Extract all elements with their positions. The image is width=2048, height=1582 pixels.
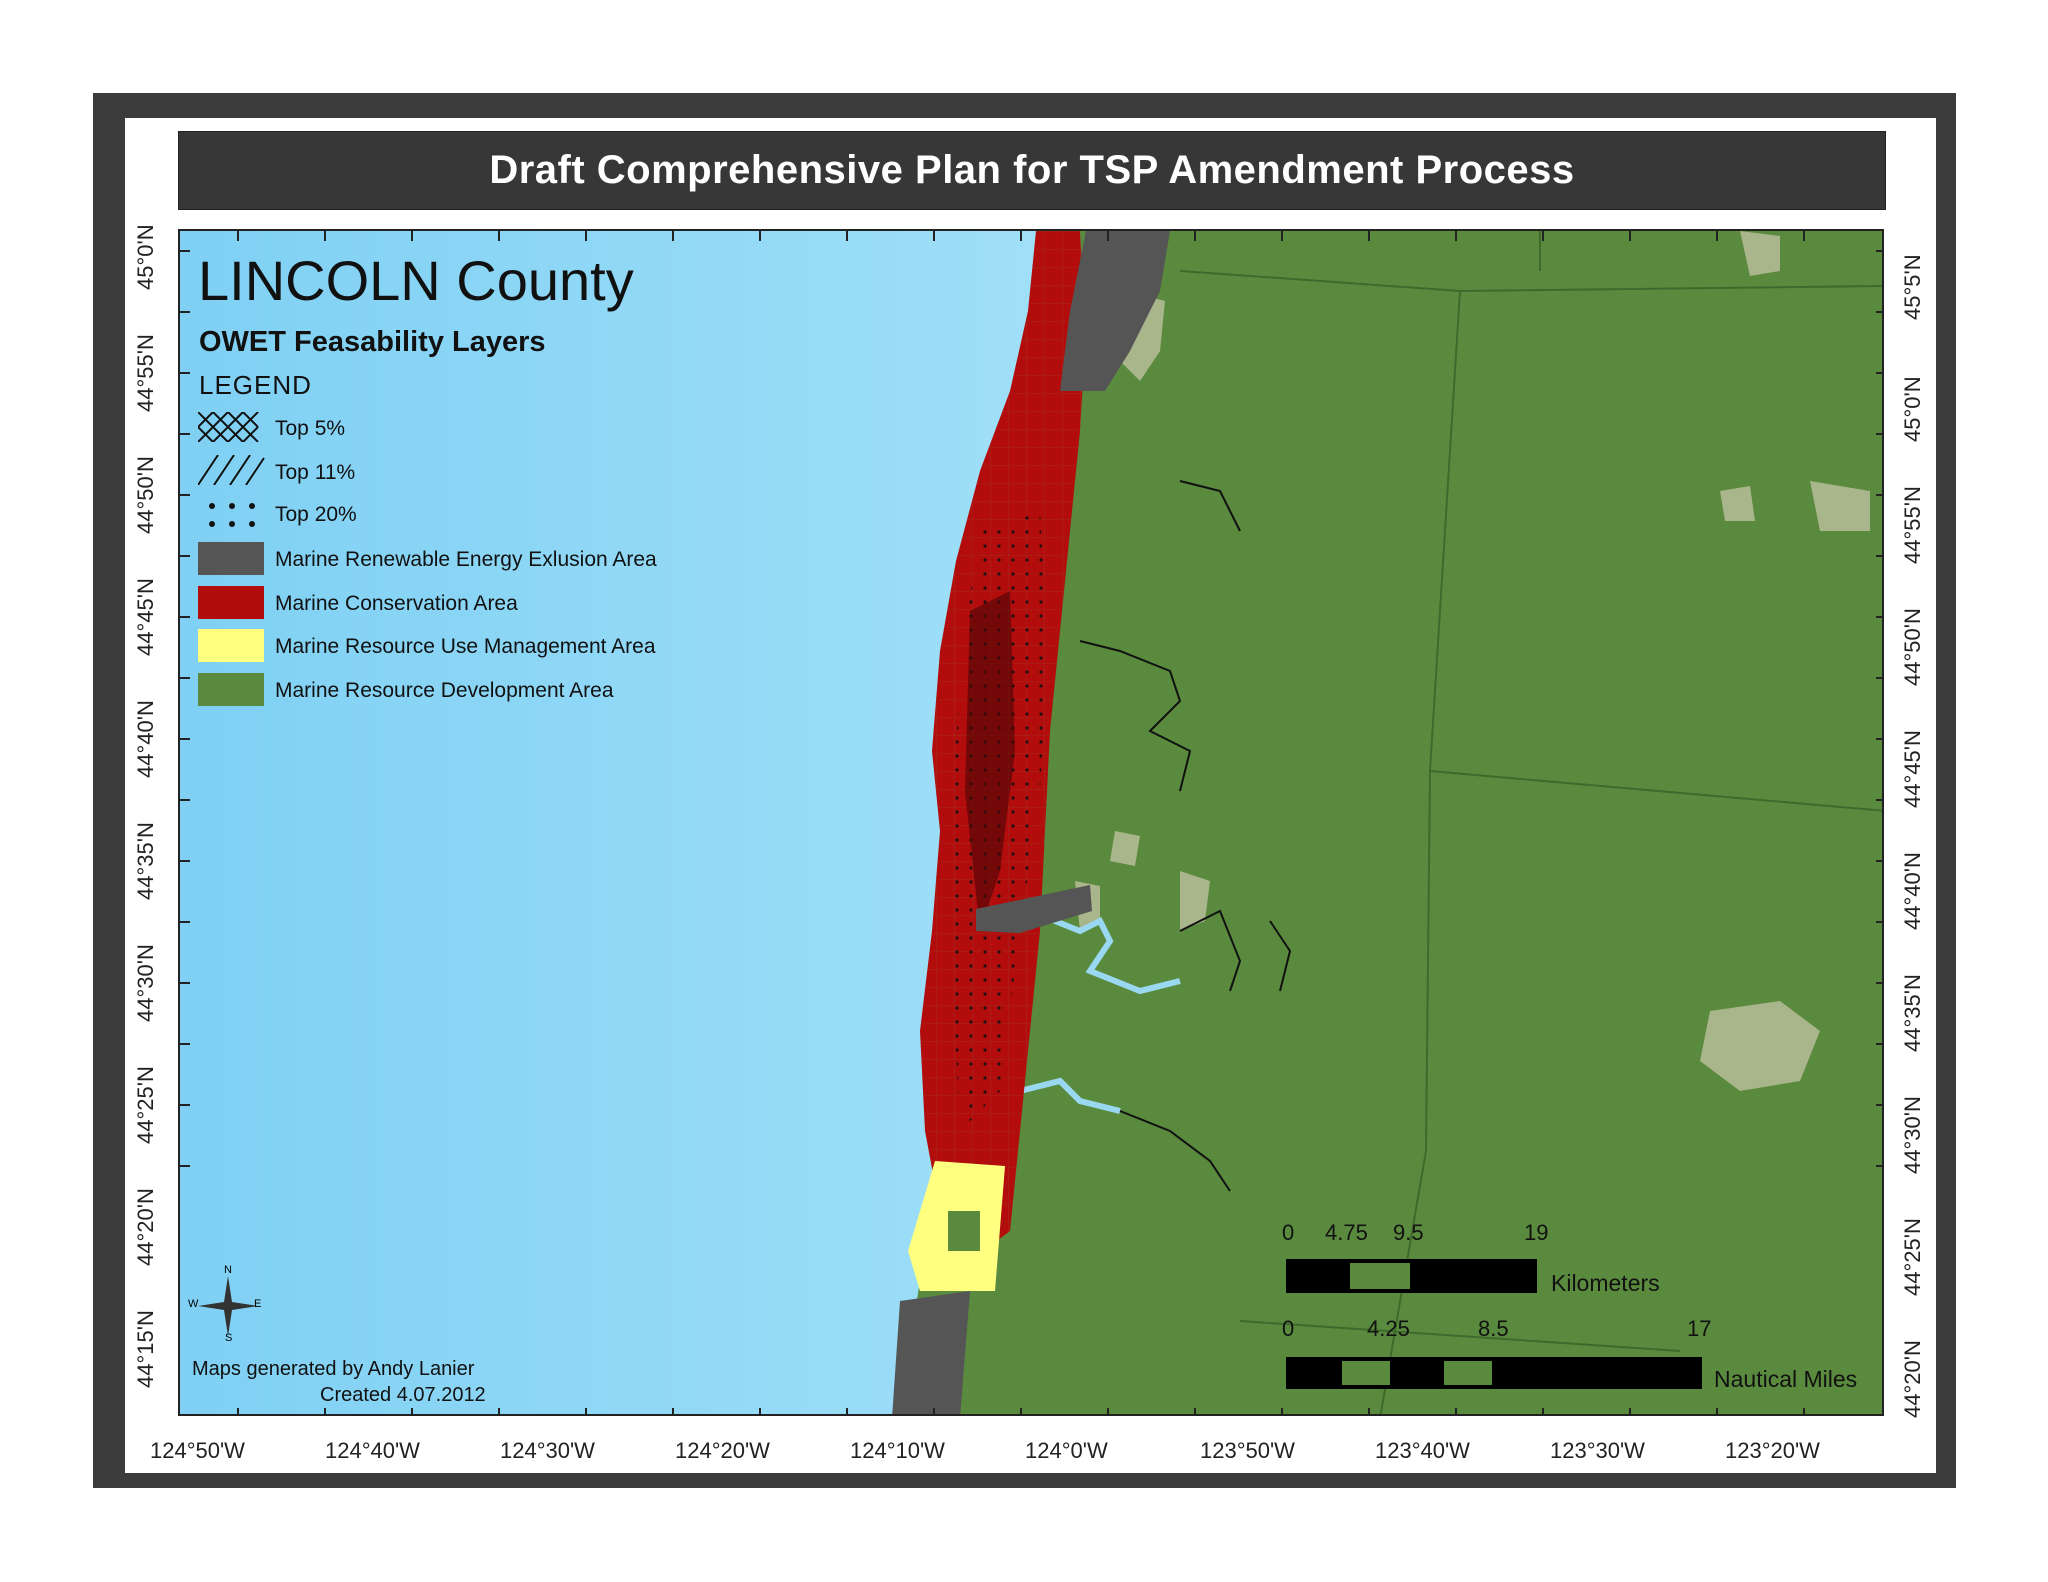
left-lat-label: 44°30'N (133, 944, 158, 1022)
left-lat-label: 44°50'N (133, 456, 158, 534)
left-lat-label: 44°35'N (133, 822, 158, 900)
boundary-lines (1179, 231, 1882, 1414)
left-lat-label: 44°55'N (133, 334, 158, 412)
crosshatch-swatch (198, 412, 259, 442)
exclusion-area-north (1060, 231, 1170, 391)
dots-swatch (209, 503, 255, 527)
legend-label-development: Marine Resource Development Area (275, 679, 614, 702)
nm-tick-1: 4.25 (1367, 1316, 1410, 1341)
left-lat-label: 44°25'N (133, 1066, 158, 1144)
layers-title: OWET Feasability Layers (199, 326, 546, 358)
credit-date: Created 4.07.2012 (320, 1384, 486, 1406)
right-lat-label: 45°0'N (1900, 376, 1925, 442)
km-tick-2: 9.5 (1393, 1220, 1424, 1245)
map-canvas (180, 231, 1882, 1414)
lon-label: 123°30'W (1550, 1438, 1645, 1463)
use-management-inner (948, 1211, 980, 1251)
nm-tick-3: 17 (1687, 1316, 1712, 1341)
km-bar (1286, 1259, 1537, 1293)
title-bar: Draft Comprehensive Plan for TSP Amendme… (178, 131, 1886, 210)
right-lat-label: 45°5'N (1900, 254, 1925, 320)
lon-label: 124°20'W (675, 1438, 770, 1463)
legend-label-top20: Top 20% (275, 503, 357, 526)
right-lat-label: 44°35'N (1900, 974, 1925, 1052)
map-area (178, 229, 1884, 1416)
right-lat-label: 44°55'N (1900, 486, 1925, 564)
km-tick-0: 0 (1282, 1220, 1295, 1245)
compass-n: N (224, 1264, 232, 1276)
exclusion-area-south (892, 1291, 970, 1414)
right-lat-label: 44°30'N (1900, 1096, 1925, 1174)
nm-tick-0: 0 (1282, 1316, 1295, 1341)
legend-label-use-management: Marine Resource Use Management Area (275, 635, 656, 658)
right-lat-label: 44°20'N (1900, 1340, 1925, 1418)
legend-label-top5: Top 5% (275, 417, 346, 440)
map-title: Draft Comprehensive Plan for TSP Amendme… (489, 148, 1575, 192)
km-unit: Kilometers (1551, 1270, 1660, 1296)
legend-title: LEGEND (199, 370, 312, 400)
land (898, 231, 1882, 1414)
lon-label: 123°40'W (1375, 1438, 1470, 1463)
legend-label-conservation: Marine Conservation Area (275, 592, 518, 615)
km-tick-1: 4.75 (1325, 1220, 1368, 1245)
compass-e: E (254, 1298, 262, 1310)
use-management-swatch (198, 629, 264, 662)
left-lat-label: 44°40'N (133, 700, 158, 778)
credit-author: Maps generated by Andy Lanier (192, 1358, 475, 1380)
exclusion-area-mid (976, 885, 1092, 933)
map-ticks (180, 231, 1882, 1414)
right-lat-label: 44°50'N (1900, 608, 1925, 686)
right-lat-label: 44°25'N (1900, 1218, 1925, 1296)
exclusion-swatch (198, 542, 264, 575)
conservation-swatch (198, 586, 264, 619)
development-swatch (198, 673, 264, 706)
lon-label: 124°0'W (1025, 1438, 1108, 1463)
right-lat-label: 44°40'N (1900, 852, 1925, 930)
lon-label: 124°10'W (850, 1438, 945, 1463)
km-tick-3: 19 (1524, 1220, 1549, 1245)
nm-tick-2: 8.5 (1478, 1316, 1509, 1341)
left-lat-label: 45°0'N (133, 224, 158, 290)
lon-label: 124°30'W (500, 1438, 595, 1463)
compass-icon (198, 1276, 258, 1336)
right-lat-label: 44°45'N (1900, 730, 1925, 808)
lon-label: 124°50'W (150, 1438, 245, 1463)
compass-rose: N S E W (188, 1264, 264, 1344)
county-title: LINCOLN County (198, 249, 634, 312)
lon-label: 124°40'W (325, 1438, 420, 1463)
left-lat-label: 44°15'N (133, 1310, 158, 1388)
nm-unit: Nautical Miles (1714, 1366, 1858, 1392)
lon-label: 123°20'W (1725, 1438, 1820, 1463)
lon-label: 123°50'W (1200, 1438, 1295, 1463)
left-lat-label: 44°45'N (133, 578, 158, 656)
compass-s: S (225, 1332, 233, 1344)
nm-bar (1286, 1357, 1702, 1389)
legend-label-exclusion: Marine Renewable Energy Exlusion Area (275, 548, 657, 571)
legend-label-top11: Top 11% (275, 461, 356, 484)
streams (1079, 480, 1292, 1192)
compass-w: W (188, 1298, 199, 1310)
urban-areas (1075, 231, 1870, 1091)
diagonal-swatch (198, 455, 265, 485)
left-lat-label: 44°20'N (133, 1188, 158, 1266)
top-5-zone (965, 591, 1015, 931)
